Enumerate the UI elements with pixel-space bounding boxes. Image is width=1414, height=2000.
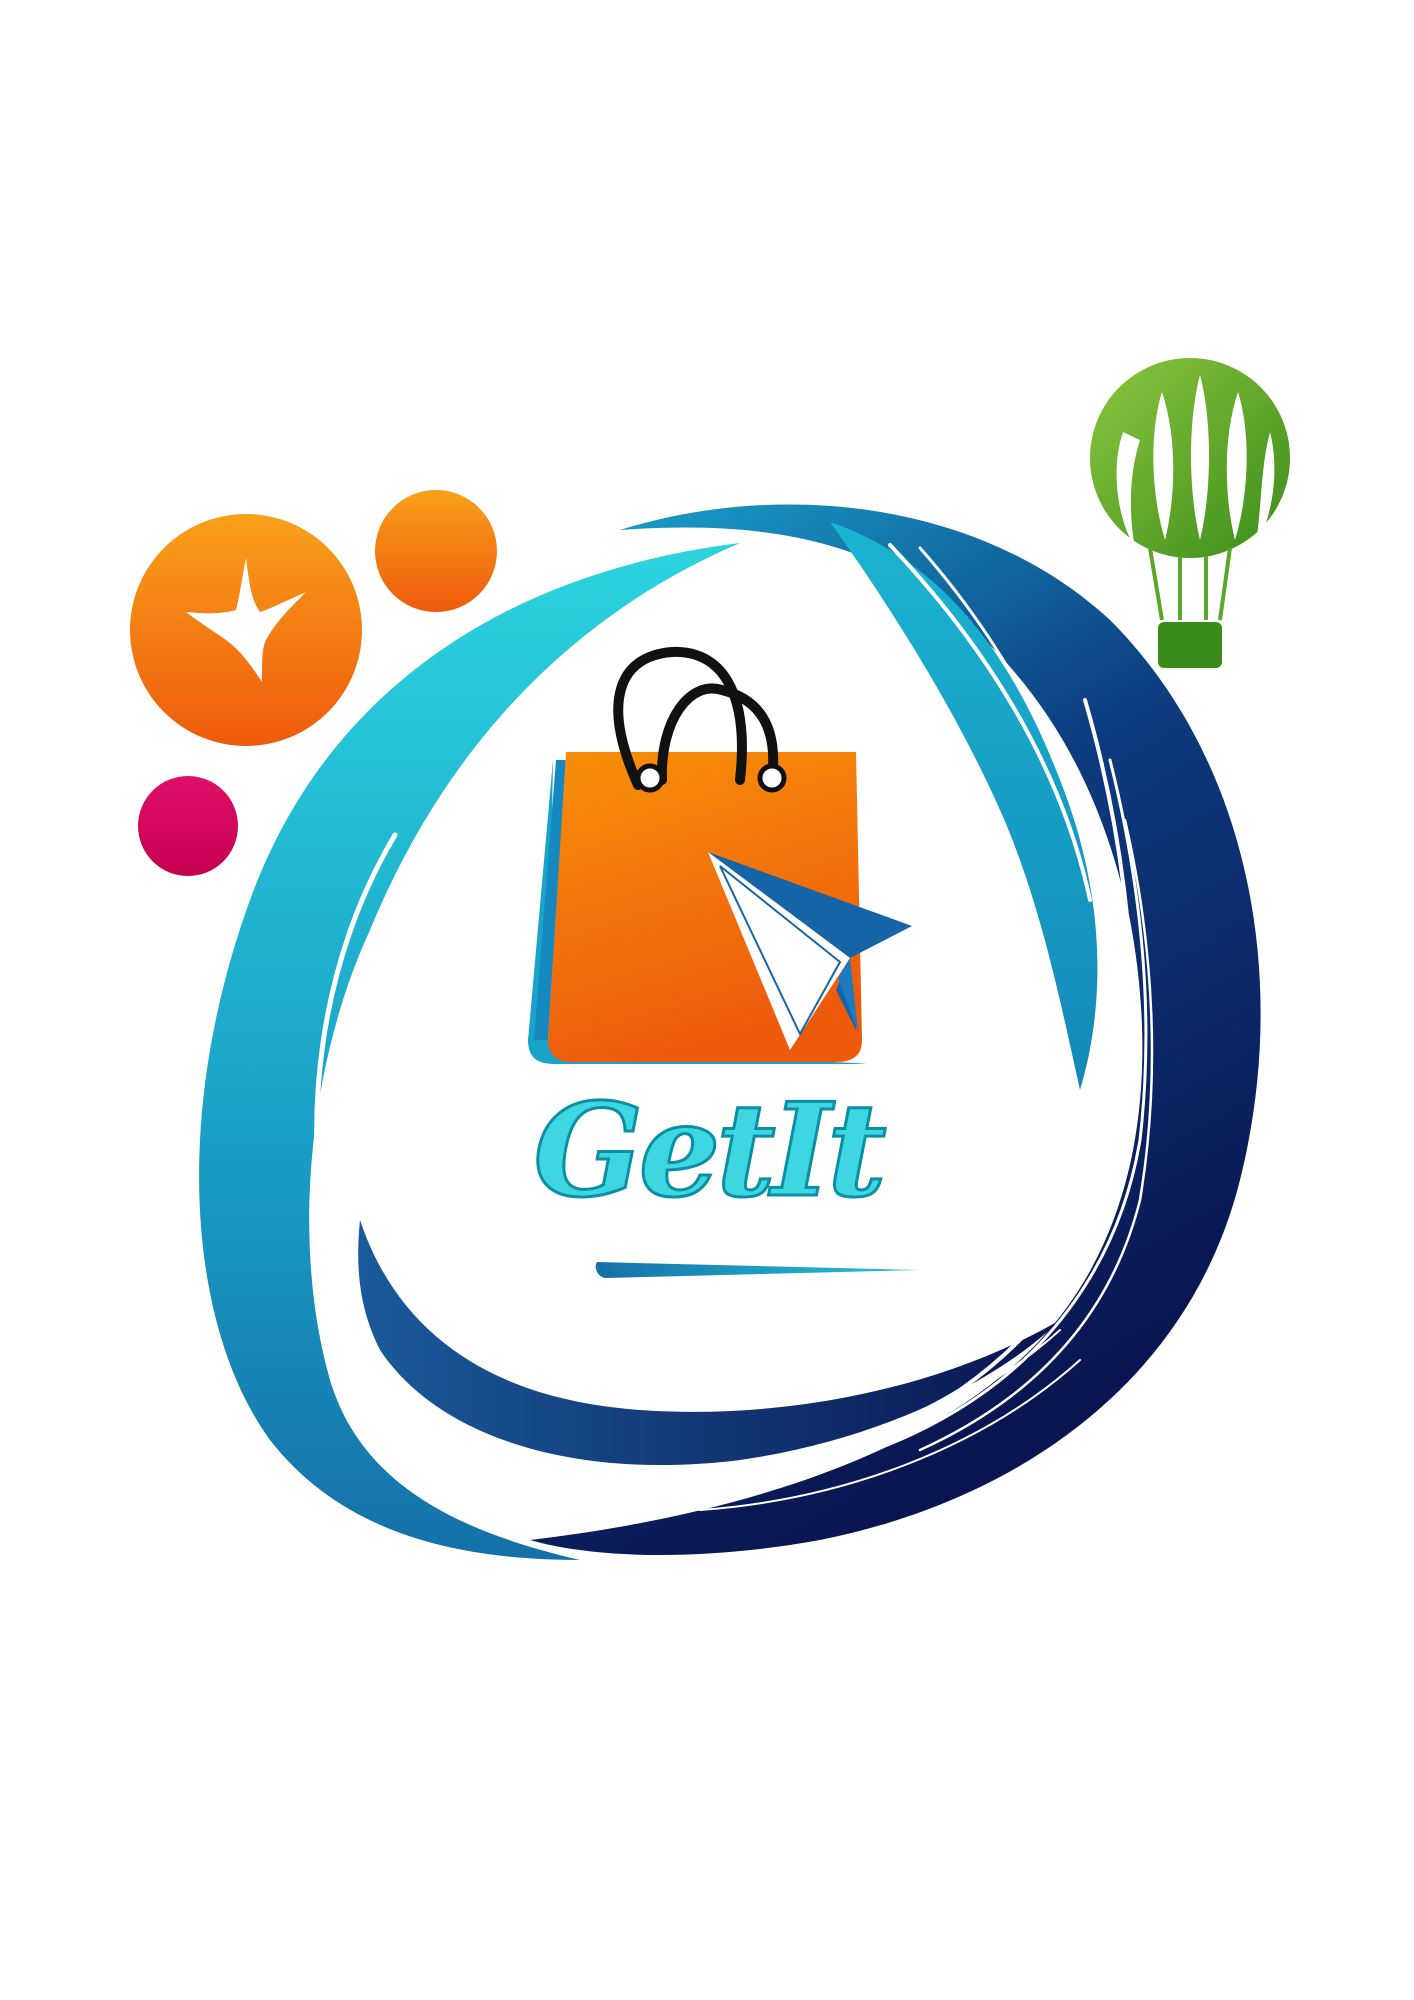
swirl-bottom-sweep <box>358 1220 1060 1466</box>
orange-small-circle <box>375 490 497 612</box>
magenta-dot <box>138 776 238 876</box>
decorative-dots <box>130 490 497 876</box>
brand-name: GetIt <box>534 1076 886 1226</box>
sparkle-star-icon <box>186 558 306 682</box>
hot-air-balloon-icon <box>1090 358 1290 668</box>
brand-underline <box>595 1262 918 1278</box>
swirl-streaks <box>314 543 1154 1511</box>
swirl-right-arc <box>530 504 1261 1555</box>
brand-wordmark: GetIt <box>532 1075 891 1228</box>
swirl-ring <box>199 504 1261 1560</box>
swirl-left-arc <box>199 543 741 1560</box>
cursor-arrow-icon <box>708 852 912 1050</box>
